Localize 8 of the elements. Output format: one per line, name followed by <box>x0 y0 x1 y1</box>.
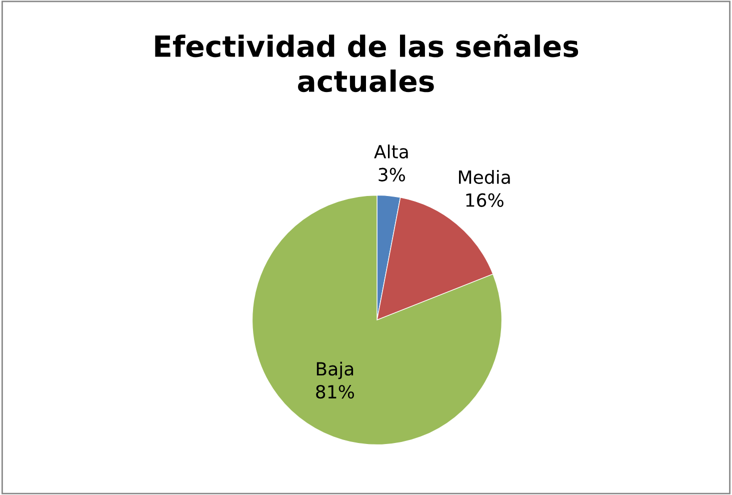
data-label: 16% <box>466 193 504 207</box>
pie-slice <box>252 194 502 446</box>
data-label: 3% <box>378 168 405 182</box>
data-label: 81% <box>316 384 354 399</box>
slice-label: Alta <box>374 144 408 158</box>
chart-title: Efectividad de las señales actuales <box>155 34 578 92</box>
slice-label: Media <box>459 170 510 184</box>
slice-label: Baja <box>316 362 354 380</box>
